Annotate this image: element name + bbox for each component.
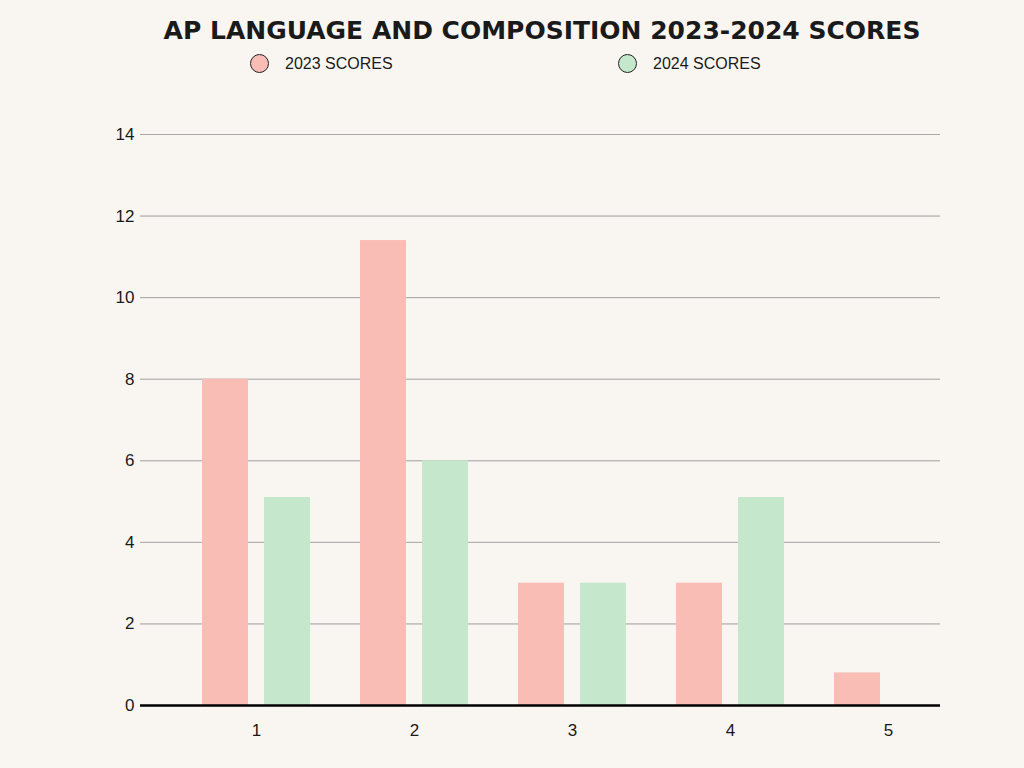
html-text:2023 SCORES: 2023 SCORES bbox=[285, 54, 393, 72]
svg-text:2: 2 bbox=[125, 614, 134, 633]
svg-text:2: 2 bbox=[410, 721, 419, 740]
svg-text:6: 6 bbox=[125, 451, 134, 470]
svg-text:12: 12 bbox=[116, 207, 135, 226]
svg-text:10: 10 bbox=[116, 288, 135, 307]
svg-text:4: 4 bbox=[125, 533, 134, 552]
svg-text:0: 0 bbox=[125, 696, 134, 715]
svg-text:4: 4 bbox=[726, 721, 735, 740]
html-text:AP LANGUAGE AND COMPOSITION 20: AP LANGUAGE AND COMPOSITION 2023-2024 SC… bbox=[163, 16, 921, 45]
svg-text:3: 3 bbox=[568, 721, 577, 740]
html-text:2024 SCORES: 2024 SCORES bbox=[653, 54, 761, 72]
svg-text:8: 8 bbox=[125, 370, 134, 389]
svg-text:1: 1 bbox=[252, 721, 261, 740]
svg-text:14: 14 bbox=[116, 125, 135, 144]
svg-text:5: 5 bbox=[884, 721, 893, 740]
